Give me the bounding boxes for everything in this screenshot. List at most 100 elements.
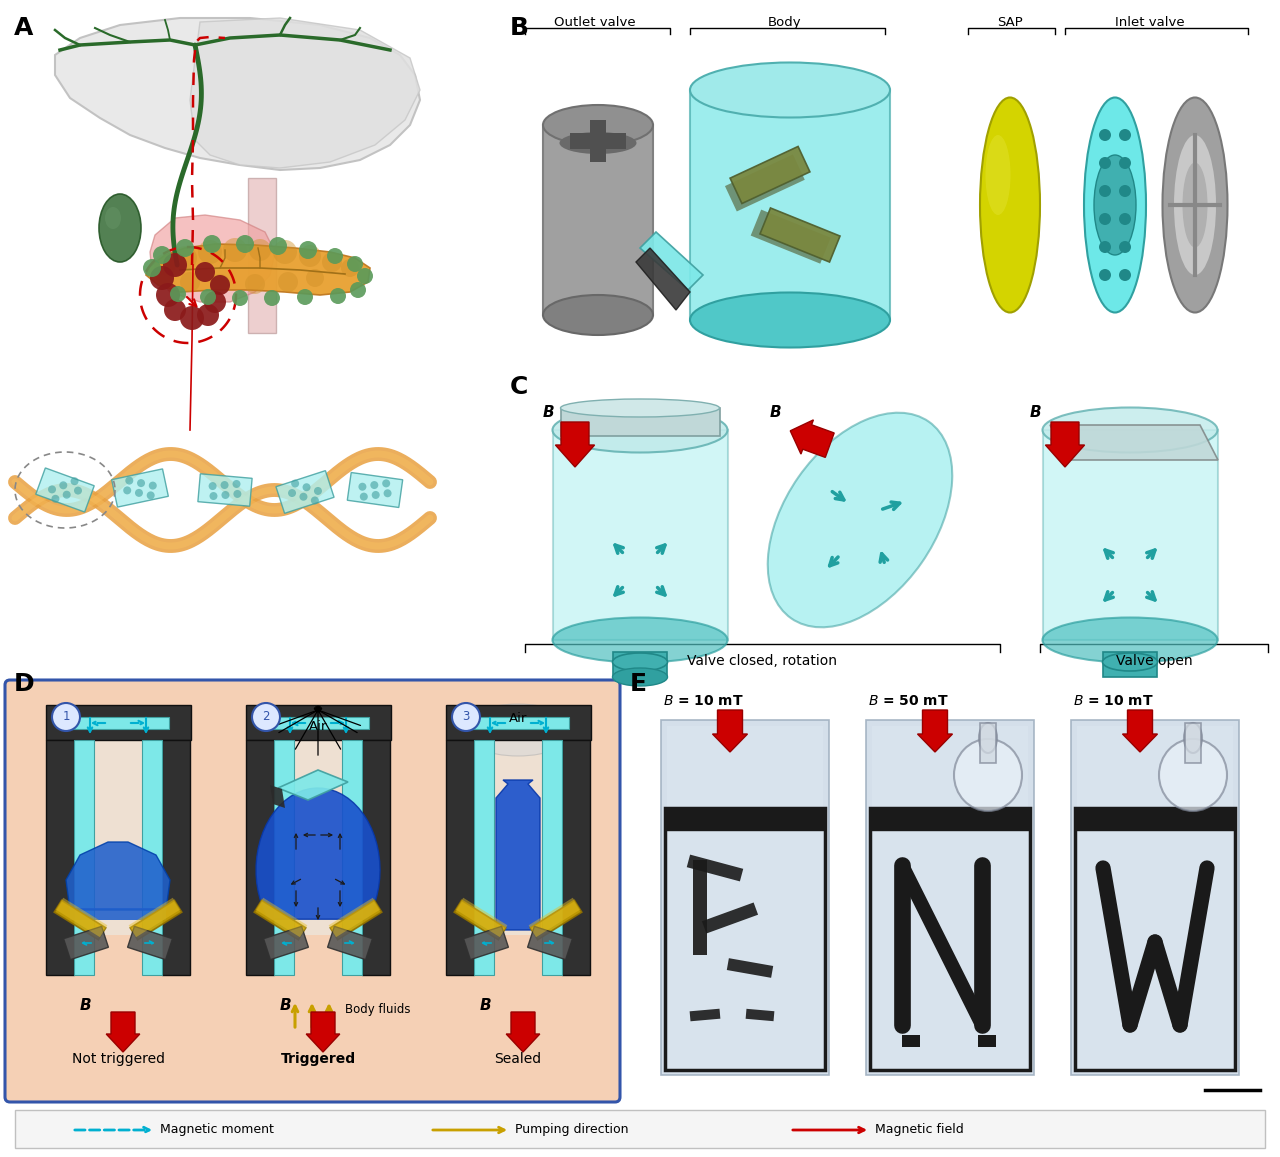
Circle shape <box>137 479 145 487</box>
Circle shape <box>164 299 186 320</box>
Circle shape <box>323 252 342 272</box>
Text: B: B <box>543 405 554 420</box>
Circle shape <box>51 495 59 503</box>
Circle shape <box>1100 157 1111 169</box>
Text: SAP: SAP <box>997 16 1023 29</box>
Circle shape <box>1119 185 1132 197</box>
Circle shape <box>1119 157 1132 169</box>
Polygon shape <box>640 233 703 290</box>
Polygon shape <box>329 898 380 937</box>
Circle shape <box>150 266 174 290</box>
Circle shape <box>198 239 221 264</box>
Bar <box>541 740 562 975</box>
Bar <box>1075 808 1235 830</box>
Bar <box>142 740 163 975</box>
Ellipse shape <box>559 132 636 154</box>
Polygon shape <box>36 467 95 513</box>
Circle shape <box>357 268 372 283</box>
Text: $\mathit{B}$ = 10 mT: $\mathit{B}$ = 10 mT <box>1073 694 1153 708</box>
Circle shape <box>125 477 133 485</box>
Circle shape <box>1100 268 1111 281</box>
Ellipse shape <box>461 703 576 756</box>
Circle shape <box>291 479 300 487</box>
Circle shape <box>250 239 271 261</box>
Polygon shape <box>497 780 540 930</box>
Text: B: B <box>1030 405 1042 420</box>
Circle shape <box>1100 213 1111 224</box>
Polygon shape <box>111 469 169 507</box>
Circle shape <box>278 272 298 292</box>
Text: 2: 2 <box>262 710 270 723</box>
Polygon shape <box>150 215 275 302</box>
FancyBboxPatch shape <box>5 680 620 1101</box>
Polygon shape <box>529 898 580 937</box>
Circle shape <box>269 237 287 255</box>
Text: Triggered: Triggered <box>280 1052 356 1066</box>
Text: D: D <box>14 672 35 697</box>
Bar <box>570 133 626 149</box>
Polygon shape <box>727 958 773 978</box>
Polygon shape <box>56 898 108 937</box>
Ellipse shape <box>980 97 1039 312</box>
Polygon shape <box>456 898 507 937</box>
Bar <box>870 808 1030 1070</box>
Polygon shape <box>463 927 508 959</box>
Circle shape <box>306 268 324 287</box>
Text: C: C <box>509 375 529 399</box>
Bar <box>163 740 189 975</box>
Polygon shape <box>454 900 506 939</box>
Circle shape <box>204 292 227 314</box>
Ellipse shape <box>1174 135 1216 275</box>
Circle shape <box>311 496 319 504</box>
Ellipse shape <box>768 413 952 627</box>
Bar <box>68 717 169 729</box>
Circle shape <box>330 288 346 304</box>
Circle shape <box>1100 241 1111 253</box>
Bar <box>445 705 591 740</box>
Polygon shape <box>198 473 252 507</box>
Ellipse shape <box>543 105 653 145</box>
Circle shape <box>74 487 82 494</box>
Ellipse shape <box>613 653 667 671</box>
Circle shape <box>349 282 366 299</box>
Circle shape <box>300 493 307 501</box>
Bar <box>666 808 826 1070</box>
Ellipse shape <box>99 194 141 261</box>
Bar <box>468 717 570 729</box>
Bar <box>46 740 74 975</box>
Ellipse shape <box>553 407 727 452</box>
Bar <box>274 740 294 975</box>
Bar <box>543 125 653 315</box>
Polygon shape <box>701 902 758 934</box>
Circle shape <box>173 246 197 270</box>
Circle shape <box>123 486 132 494</box>
Ellipse shape <box>690 293 890 347</box>
Circle shape <box>209 482 216 491</box>
Circle shape <box>264 290 280 305</box>
FancyArrow shape <box>106 1012 140 1052</box>
Circle shape <box>252 703 280 731</box>
Circle shape <box>1119 241 1132 253</box>
FancyArrow shape <box>306 1012 339 1052</box>
Circle shape <box>358 482 366 491</box>
Ellipse shape <box>561 399 719 417</box>
Text: Sealed: Sealed <box>494 1052 541 1066</box>
Bar <box>870 808 1030 830</box>
Polygon shape <box>636 248 690 310</box>
FancyArrow shape <box>713 710 748 752</box>
Bar <box>867 720 1034 1075</box>
Polygon shape <box>730 147 810 204</box>
Bar <box>667 725 823 1069</box>
Text: Magnetic moment: Magnetic moment <box>160 1123 274 1136</box>
Text: Outlet valve: Outlet valve <box>554 16 636 29</box>
Bar <box>980 723 996 762</box>
Bar <box>978 1036 996 1047</box>
Bar <box>1075 808 1235 1070</box>
Bar <box>74 740 93 975</box>
Polygon shape <box>687 855 744 882</box>
Circle shape <box>177 239 195 257</box>
FancyArrow shape <box>790 420 835 457</box>
FancyArrow shape <box>1123 710 1157 752</box>
Circle shape <box>200 289 216 305</box>
Circle shape <box>233 480 241 488</box>
